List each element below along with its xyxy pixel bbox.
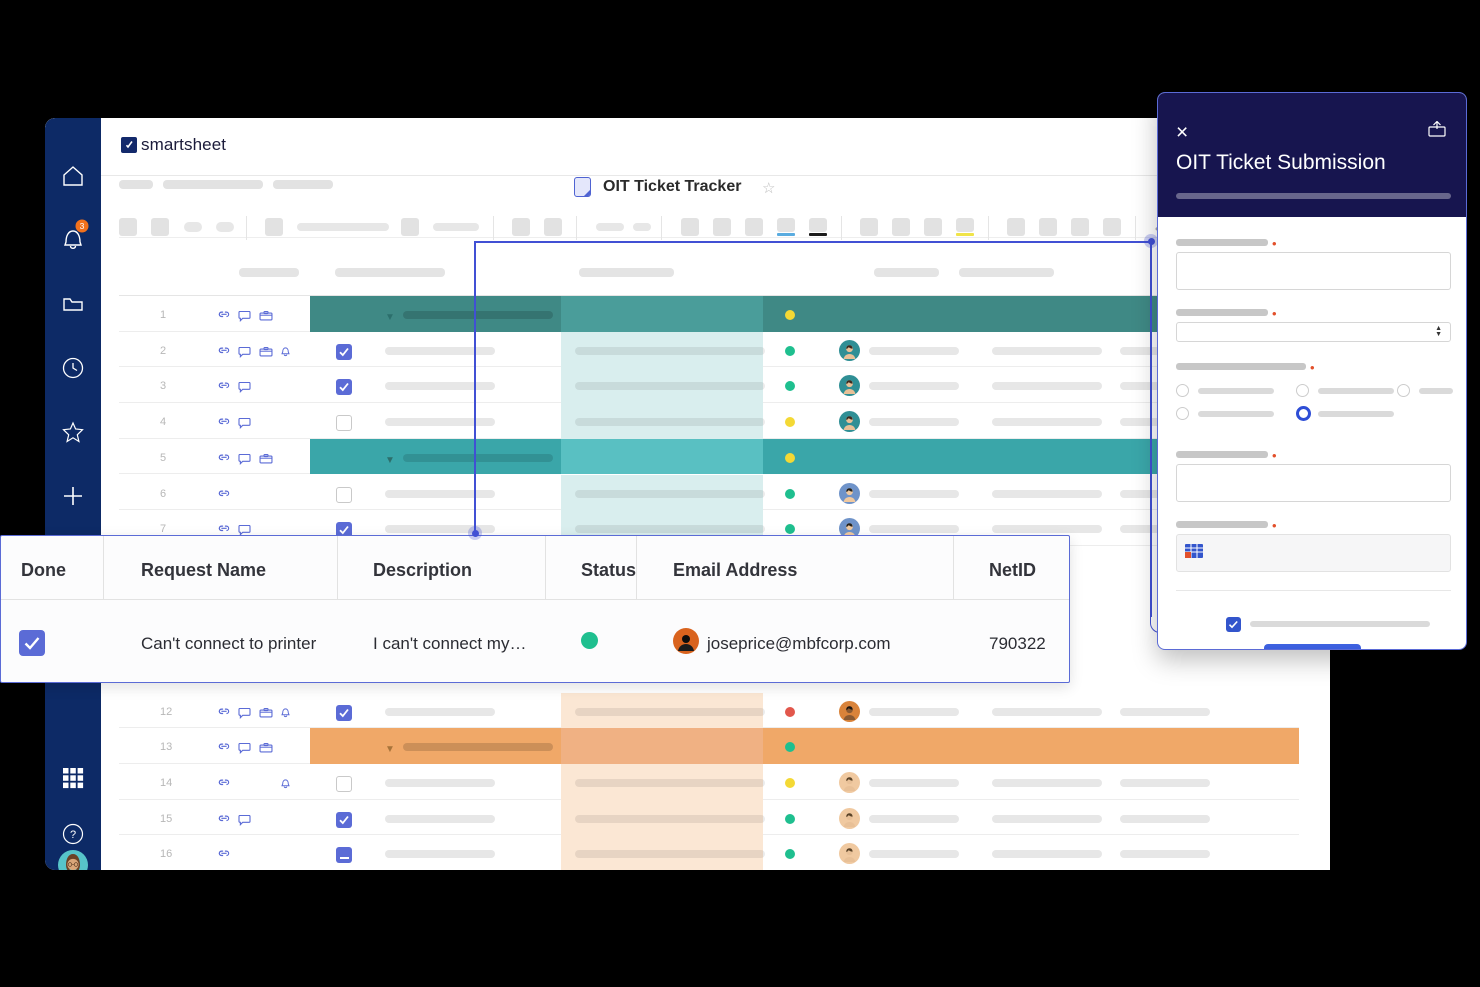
svg-text:?: ? (70, 829, 76, 841)
svg-text:3: 3 (80, 221, 85, 231)
